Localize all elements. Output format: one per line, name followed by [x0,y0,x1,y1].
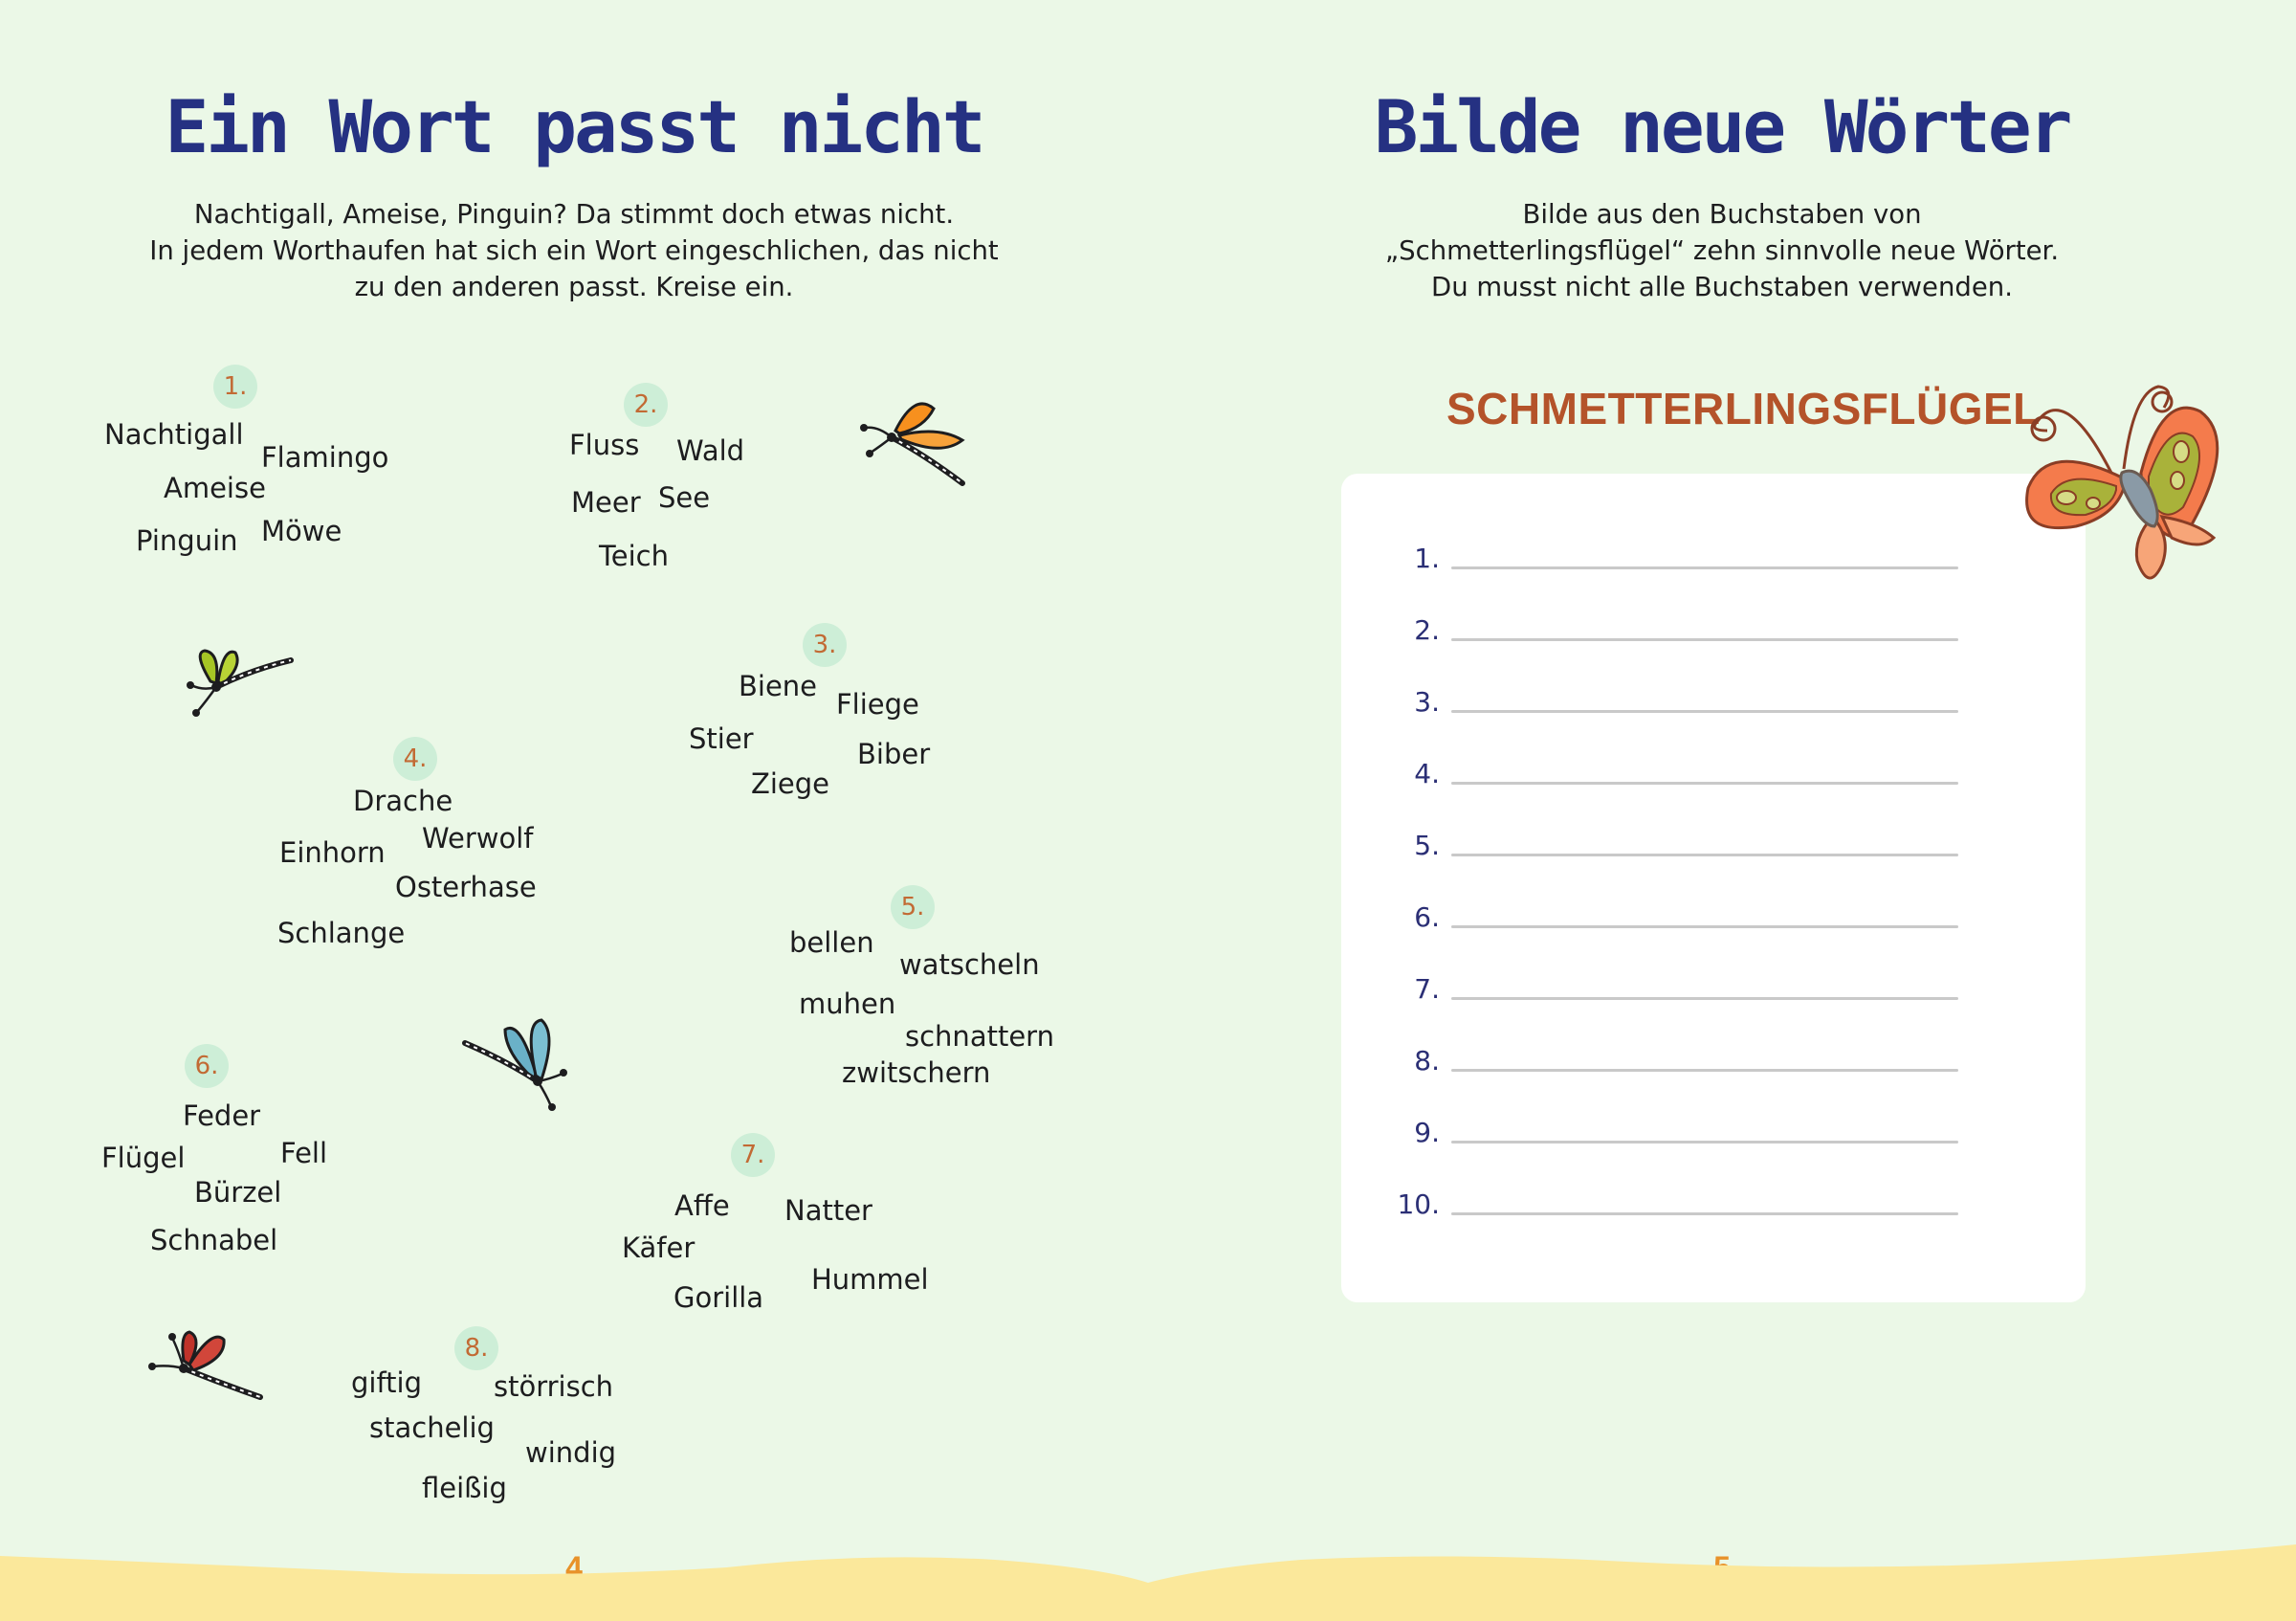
writing-line[interactable] [1451,638,1958,641]
writing-line[interactable] [1451,566,1958,569]
word[interactable]: windig [525,1436,617,1469]
word[interactable]: Bürzel [194,1176,282,1209]
group-number: 3. [803,623,847,667]
word[interactable]: Schnabel [150,1224,278,1256]
line-number: 8. [1414,1045,1440,1077]
group-number: 5. [891,885,935,929]
word[interactable]: muhen [799,988,896,1020]
word[interactable]: Osterhase [395,871,537,903]
word[interactable]: Teich [599,540,670,572]
instructions: Nachtigall, Ameise, Pinguin? Da stimmt d… [0,196,1148,305]
source-word: SCHMETTERLINGSFLÜGEL [1446,384,2041,433]
answer-line[interactable]: 10. [1344,1188,2083,1227]
word[interactable]: Pinguin [136,524,238,557]
word[interactable]: stachelig [369,1411,495,1444]
word[interactable]: fleißig [422,1472,507,1504]
word[interactable]: Flamingo [261,441,389,474]
word[interactable]: bellen [789,926,874,959]
line-number: 7. [1414,973,1440,1005]
writing-line[interactable] [1451,710,1958,713]
word[interactable]: Hummel [811,1263,929,1296]
answer-line[interactable]: 2. [1344,614,2083,653]
word[interactable]: Ameise [164,472,266,504]
word[interactable]: watscheln [899,948,1040,981]
group-number: 7. [731,1133,775,1177]
word[interactable]: Käfer [622,1232,695,1264]
writing-line[interactable] [1451,1069,1958,1072]
word[interactable]: Schlange [277,917,406,949]
word[interactable]: Wald [676,434,745,467]
word[interactable]: Werwolf [422,822,534,855]
word[interactable]: Gorilla [673,1281,764,1314]
word[interactable]: Nachtigall [104,418,244,451]
word[interactable]: See [658,481,711,514]
word[interactable]: Feder [183,1099,261,1132]
butterfly-orange-icon [860,402,965,486]
answer-line[interactable]: 8. [1344,1045,2083,1083]
answer-line[interactable]: 6. [1344,901,2083,940]
line-number: 2. [1414,614,1440,646]
group-number: 1. [213,365,257,409]
answer-line[interactable]: 7. [1344,973,2083,1011]
word[interactable]: Flügel [101,1142,186,1174]
instructions-line: „Schmetterlingsflügel“ zehn sinnvolle ne… [1384,235,2060,266]
answer-line[interactable]: 3. [1344,686,2083,724]
line-number: 1. [1414,543,1440,574]
word[interactable]: Fluss [569,429,640,461]
writing-line[interactable] [1451,1141,1958,1144]
line-number: 9. [1414,1117,1440,1148]
writing-line[interactable] [1451,997,1958,1000]
word[interactable]: Einhorn [279,836,386,869]
word[interactable]: Affe [674,1189,730,1222]
line-number: 3. [1414,686,1440,718]
writing-line[interactable] [1451,925,1958,928]
line-number: 10. [1397,1188,1440,1220]
word[interactable]: Biber [857,738,931,770]
group-number: 2. [624,383,668,427]
writing-line[interactable] [1451,854,1958,856]
word[interactable]: Drache [353,785,453,817]
word[interactable]: Fell [280,1137,328,1169]
butterfly-blue-icon [462,1018,567,1111]
answer-line[interactable]: 1. [1344,543,2083,581]
right-page: Bilde neue Wörter Bilde aus den Buchstab… [1148,0,2296,1621]
word[interactable]: Möwe [261,515,342,547]
writing-line[interactable] [1451,782,1958,785]
word[interactable]: Stier [689,722,754,755]
word[interactable]: Ziege [751,767,830,800]
instructions: Bilde aus den Buchstaben von „Schmetterl… [1148,196,2296,305]
butterfly-green-icon [187,649,294,717]
page-title: Ein Wort passt nicht [165,84,985,169]
instructions-line: Nachtigall, Ameise, Pinguin? Da stimmt d… [193,199,955,230]
word[interactable]: Biene [739,670,818,702]
word[interactable]: Meer [571,486,641,519]
word[interactable]: Fliege [836,688,919,721]
answer-line[interactable]: 9. [1344,1117,2083,1155]
word[interactable]: Natter [784,1194,872,1227]
butterfly-red-icon [148,1330,263,1400]
sand-ground [0,1544,2296,1621]
page-title: Bilde neue Wörter [1374,84,2073,169]
group-number: 8. [454,1326,498,1370]
answer-line[interactable]: 4. [1344,758,2083,796]
butterfly-large-icon [2025,385,2219,580]
group-number: 4. [393,737,437,781]
line-number: 6. [1414,901,1440,933]
word[interactable]: störrisch [494,1370,614,1403]
writing-line[interactable] [1451,1212,1958,1215]
answer-sheet: 1. 2. 3. 4. 5. 6. 7. 8. 9. 10. [1344,477,2083,1299]
line-number: 4. [1414,758,1440,789]
word[interactable]: zwitschern [842,1056,991,1089]
answer-line[interactable]: 5. [1344,830,2083,868]
line-number: 5. [1414,830,1440,861]
instructions-line: Du musst nicht alle Buchstaben verwenden… [1431,272,2013,302]
instructions-line: zu den anderen passt. Kreise ein. [354,272,794,302]
word[interactable]: giftig [351,1366,423,1399]
group-number: 6. [185,1044,229,1088]
instructions-line: Bilde aus den Buchstaben von [1522,199,1922,230]
instructions-line: In jedem Worthaufen hat sich ein Wort ei… [149,235,999,266]
left-page: Ein Wort passt nicht Nachtigall, Ameise,… [0,84,1148,1585]
word[interactable]: schnattern [905,1020,1054,1053]
